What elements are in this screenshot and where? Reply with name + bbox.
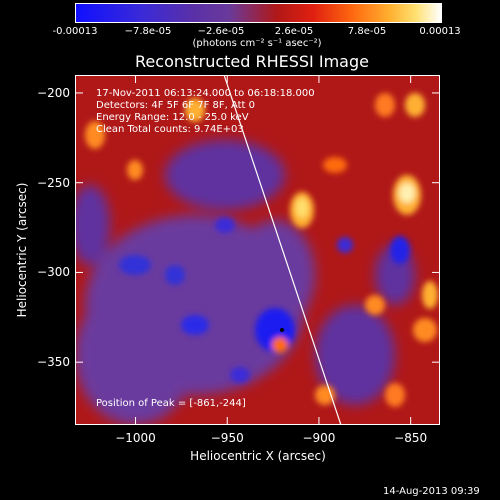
heatmap-blob: [337, 237, 353, 253]
heatmap-blob: [385, 383, 405, 407]
heatmap-blob: [399, 183, 415, 203]
heatmap-blob: [165, 265, 185, 285]
y-tick-label: −300: [37, 265, 70, 280]
heatmap-blob: [296, 198, 308, 218]
heatmap-blob: [422, 281, 438, 309]
heatmap-blob: [181, 315, 209, 335]
peak-marker: [280, 328, 284, 332]
colorbar-tick-label: 0.00013: [419, 26, 461, 37]
heatmap-blob: [165, 140, 285, 210]
heatmap-blob: [185, 98, 205, 122]
heatmap-blob: [323, 157, 347, 173]
info-time-range: 17-Nov-2011 06:13:24.000 to 06:18:18.000: [96, 88, 315, 99]
colorbar-tick-label: 7.8e-05: [347, 26, 387, 37]
colorbar-tick-label: −2.6e-05: [197, 26, 245, 37]
info-detectors: Detectors: 4F 5F 6F 7F 8F, Att 0: [96, 100, 256, 111]
info-peak-position: Position of Peak = [-861,-244]: [96, 398, 246, 409]
heatmap-blob: [405, 93, 425, 117]
heatmap-blob: [215, 217, 235, 233]
x-tick-label: −850: [394, 431, 428, 445]
heatmap-blob: [390, 236, 410, 264]
y-axis-label: Heliocentric Y (arcsec): [15, 182, 29, 318]
heatmap-blob: [85, 121, 105, 149]
heatmap-blob: [127, 160, 143, 180]
colorbar-tick-label: 2.6e-05: [274, 26, 314, 37]
x-axis-label: Heliocentric X (arcsec): [190, 449, 326, 463]
heatmap-blob: [119, 255, 151, 275]
heatmap-blob: [413, 318, 437, 342]
heatmap-blob: [75, 185, 110, 265]
colorbar-tick-label: -0.00013: [52, 26, 98, 37]
colorbar: [75, 3, 442, 23]
y-tick-label: −200: [37, 85, 70, 100]
colorbar-units: (photons cm⁻² s⁻¹ asec⁻²): [192, 38, 322, 49]
heatmap-image: [75, 75, 440, 425]
heatmap-blob: [365, 295, 385, 315]
heatmap-blob: [75, 285, 195, 425]
x-tick-label: −900: [302, 431, 336, 445]
info-energy-range: Energy Range: 12.0 - 25.0 keV: [96, 112, 249, 123]
y-tick-label: −250: [37, 175, 70, 190]
heatmap-blob: [272, 337, 288, 353]
y-tick-label: −350: [37, 355, 70, 370]
heatmap-blob: [230, 367, 250, 383]
info-total-counts: Clean Total counts: 9.74E+03: [96, 124, 244, 135]
colorbar-tick-label: −7.8e-05: [124, 26, 172, 37]
heatmap-blob: [315, 385, 335, 405]
chart-title: Reconstructed RHESSI Image: [135, 52, 369, 71]
solar-limb-line: [223, 75, 342, 425]
heatmap-blob: [375, 93, 395, 117]
timestamp: 14-Aug-2013 09:39: [383, 486, 480, 497]
x-tick-label: −1000: [115, 431, 156, 445]
x-tick-label: −950: [210, 431, 244, 445]
heatmap-blob: [315, 305, 395, 405]
plot-area[interactable]: [75, 75, 440, 425]
heatmap-blob: [235, 220, 315, 330]
